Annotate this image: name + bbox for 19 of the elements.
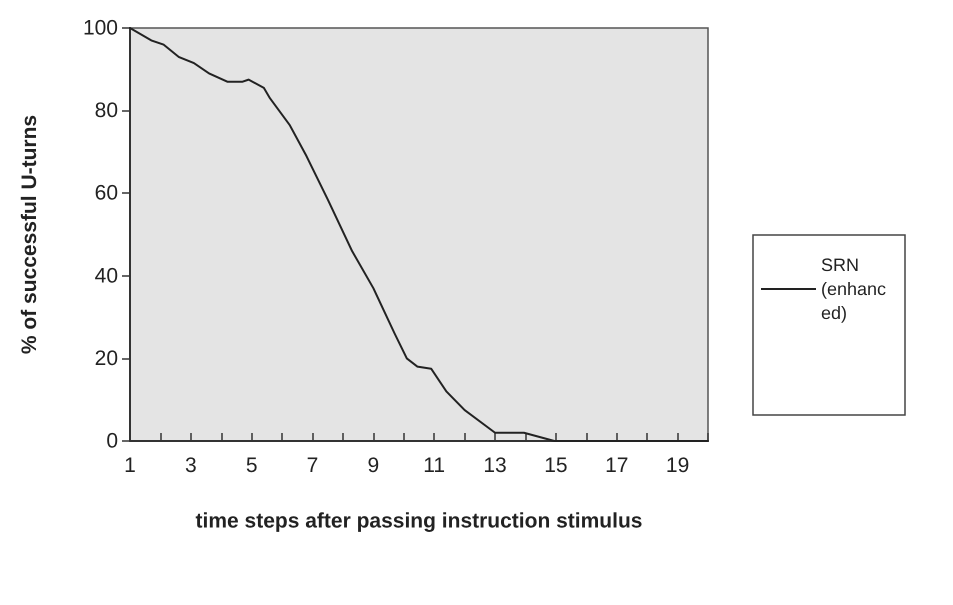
x-axis-title: time steps after passing instruction stimulus: [196, 510, 642, 532]
x-tick-label: 15: [544, 454, 568, 477]
x-tick-label: 9: [368, 454, 380, 477]
x-tick-label: 11: [423, 454, 446, 477]
x-tick-label: 5: [246, 454, 258, 477]
x-tick-label: 3: [185, 454, 197, 477]
x-tick-label: 17: [605, 454, 628, 477]
x-tick-label: 1: [124, 454, 136, 477]
y-tick-label: 60: [94, 182, 118, 205]
y-axis-title: % of successful U-turns: [18, 114, 41, 354]
y-tick-label: 20: [94, 346, 118, 370]
x-tick-label: 13: [483, 454, 507, 477]
x-tick-label: 7: [306, 454, 318, 477]
y-tick-label: 40: [94, 264, 118, 288]
x-tick-label: 19: [666, 454, 690, 477]
y-tick-label: 0: [106, 430, 118, 452]
y-tick-label: 100: [82, 16, 118, 40]
y-tick-label: 80: [94, 99, 118, 122]
legend-label: SRN (enhanced): [821, 255, 886, 323]
